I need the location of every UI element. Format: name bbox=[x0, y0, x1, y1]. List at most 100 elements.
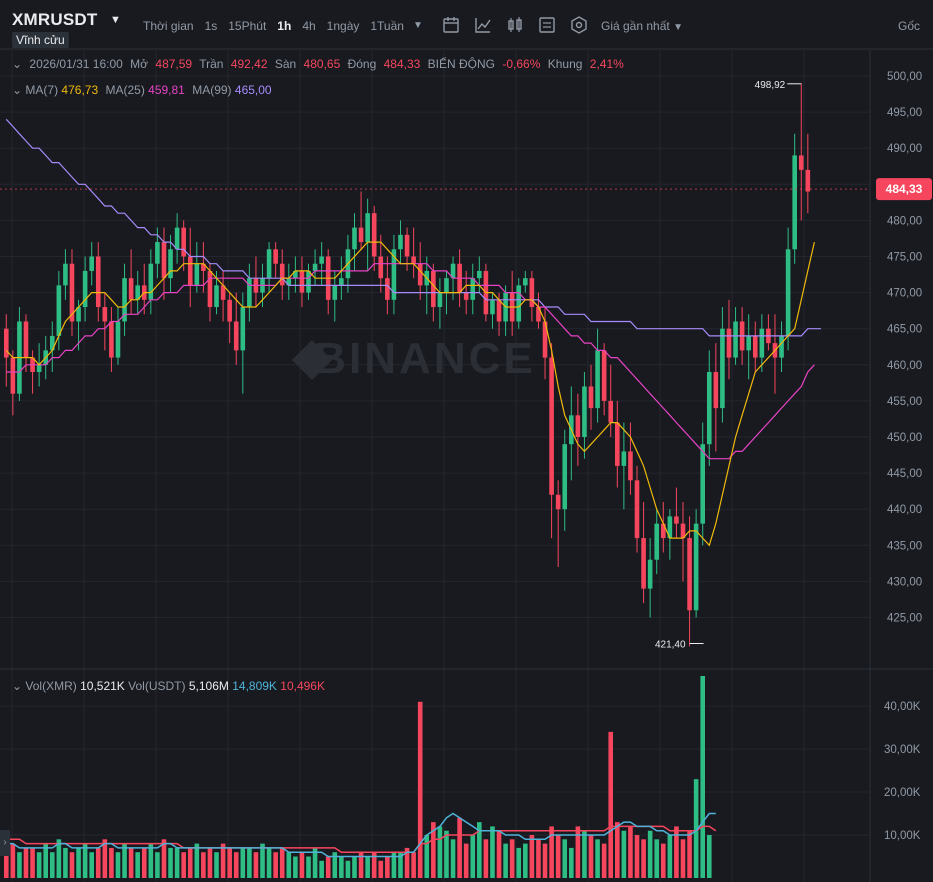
volume-bar bbox=[706, 835, 712, 878]
candle bbox=[398, 220, 403, 264]
volume-bar bbox=[628, 826, 633, 878]
vol-usdt-value: 5,106M bbox=[188, 679, 229, 693]
volume-bar bbox=[660, 843, 666, 878]
candle-body bbox=[680, 523, 686, 539]
volume-bar bbox=[141, 847, 147, 878]
expand-sidebar-button[interactable]: › bbox=[0, 830, 10, 856]
interval-1w[interactable]: 1Tuần bbox=[370, 19, 404, 33]
candle bbox=[470, 263, 476, 315]
volume-bar bbox=[595, 839, 600, 878]
candle-body bbox=[299, 270, 305, 293]
symbol-dropdown-icon[interactable]: ▼ bbox=[110, 14, 121, 26]
ma7-label: MA(7) bbox=[25, 83, 59, 97]
legend-collapse-icon[interactable]: ⌄ bbox=[12, 57, 23, 71]
last-price-label: 484,33 bbox=[886, 182, 923, 196]
high-marker-label: 498,92 bbox=[755, 80, 786, 91]
volume-bar bbox=[293, 856, 298, 878]
volume-bar bbox=[201, 852, 206, 878]
candle bbox=[647, 538, 653, 618]
ma-collapse-icon[interactable]: ⌄ bbox=[12, 83, 23, 97]
candle bbox=[411, 227, 416, 279]
candle-settings-icon[interactable] bbox=[506, 16, 524, 34]
candle bbox=[713, 343, 719, 452]
interval-4h[interactable]: 4h bbox=[302, 19, 316, 33]
volume-bar bbox=[601, 843, 607, 878]
toolbar: XMRUSDT ▼ Vĩnh cửu Thời gian 1s 15Phút 1… bbox=[0, 0, 933, 50]
volume-bar bbox=[417, 701, 423, 878]
low-value: 480,65 bbox=[303, 57, 341, 71]
price-tick-label: 440,00 bbox=[887, 504, 922, 516]
candle bbox=[247, 263, 252, 322]
interval-1h[interactable]: 1h bbox=[277, 19, 292, 33]
candle-body bbox=[194, 263, 200, 286]
volume-bar bbox=[431, 822, 436, 878]
ma99-line bbox=[5, 118, 821, 337]
candle-body bbox=[69, 263, 75, 322]
calendar-icon[interactable] bbox=[442, 16, 460, 34]
candle bbox=[523, 270, 528, 293]
interval-more-icon[interactable]: ▼ bbox=[413, 20, 423, 31]
volume-bar bbox=[457, 817, 462, 878]
price-type-select[interactable]: Giá gần nhất ▼ bbox=[601, 19, 683, 33]
candle-body bbox=[56, 285, 62, 336]
volume-bar bbox=[352, 856, 357, 878]
interval-1s[interactable]: 1s bbox=[204, 19, 218, 33]
settings-icon[interactable] bbox=[570, 16, 588, 34]
volume-bar bbox=[194, 843, 200, 878]
candle bbox=[115, 307, 121, 365]
candle bbox=[109, 307, 114, 373]
candle bbox=[102, 292, 108, 351]
candle-body bbox=[82, 270, 88, 308]
candle bbox=[187, 227, 193, 308]
price-tick-label: 430,00 bbox=[887, 576, 922, 588]
high-value: 492,42 bbox=[230, 57, 268, 71]
volume-bar bbox=[385, 856, 390, 878]
candle bbox=[608, 364, 614, 437]
candle bbox=[293, 256, 298, 293]
interval-15m[interactable]: 15Phút bbox=[228, 19, 267, 33]
interval-time[interactable]: Thời gian bbox=[143, 19, 194, 33]
volume-bar bbox=[365, 856, 370, 878]
candle bbox=[358, 191, 364, 250]
line-chart-icon[interactable] bbox=[474, 16, 492, 34]
candle bbox=[155, 227, 160, 279]
volume-bar bbox=[634, 835, 640, 878]
candle-body bbox=[588, 386, 594, 409]
interval-1d[interactable]: 1ngày bbox=[326, 19, 360, 33]
candle bbox=[194, 242, 200, 293]
candle-body bbox=[128, 278, 134, 300]
candle bbox=[201, 242, 206, 293]
volume-bar bbox=[49, 852, 55, 878]
candle bbox=[352, 213, 357, 271]
candle bbox=[766, 314, 771, 351]
candle bbox=[273, 242, 278, 279]
candle-body bbox=[207, 270, 213, 308]
candle-body bbox=[700, 444, 706, 524]
volume-bar bbox=[483, 839, 489, 878]
candle-body bbox=[306, 270, 311, 293]
symbol-title[interactable]: XMRUSDT bbox=[12, 10, 98, 29]
volume-bar bbox=[477, 822, 482, 878]
candle bbox=[562, 429, 568, 531]
candle-body bbox=[319, 256, 324, 264]
volume-bar bbox=[233, 852, 239, 878]
candle-body bbox=[63, 263, 68, 286]
indicators-icon[interactable] bbox=[538, 16, 556, 34]
candle-body bbox=[148, 263, 154, 300]
candle bbox=[365, 198, 370, 271]
close-value: 484,33 bbox=[383, 57, 421, 71]
candle-body bbox=[706, 372, 712, 445]
volume-bar bbox=[279, 847, 285, 878]
candle-body bbox=[463, 292, 469, 300]
volume-bar bbox=[115, 852, 121, 878]
price-tick-label: 480,00 bbox=[887, 215, 922, 227]
candle bbox=[332, 270, 338, 322]
scale-mode-button[interactable]: Gốc bbox=[898, 19, 921, 33]
ma99-value: 465,00 bbox=[234, 83, 272, 97]
volume-bar bbox=[687, 830, 692, 878]
interval-selector: Thời gian 1s 15Phút 1h 4h 1ngày 1Tuần bbox=[143, 19, 404, 33]
volume-bar bbox=[654, 839, 660, 878]
volume-collapse-icon[interactable]: ⌄ bbox=[12, 679, 23, 693]
candle bbox=[148, 249, 154, 315]
